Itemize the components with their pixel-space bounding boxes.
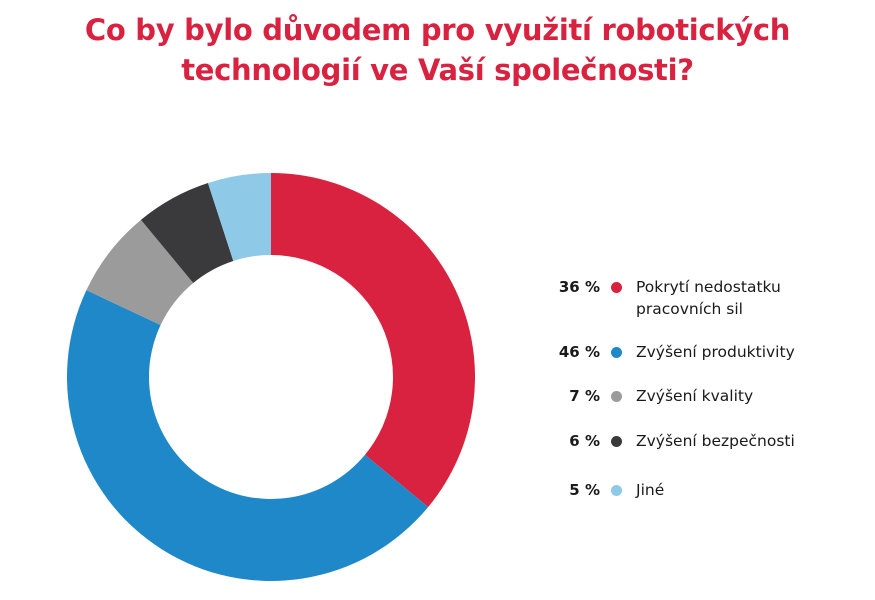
donut-slice-1: [271, 173, 475, 508]
legend-label-3: Zvýšení kvality: [636, 385, 866, 407]
legend-label-4: Zvýšení bezpečnosti: [636, 430, 866, 452]
chart-legend: 36 % Pokrytí nedostatku pracovních sil 46 %…: [548, 0, 868, 600]
legend-label-line: Pokrytí nedostatku: [636, 278, 781, 296]
legend-value-5: 5 %: [569, 481, 600, 499]
chart-title: Co by bylo důvodem pro využití robotický…: [0, 10, 875, 90]
legend-swatch-1: [611, 282, 622, 293]
chart-title-line-1: Co by bylo důvodem pro využití robotický…: [84, 13, 791, 47]
legend-value-4: 6 %: [569, 432, 600, 450]
legend-swatch-4: [611, 436, 622, 447]
chart-title-line-2: technologií ve Vaší společnosti?: [181, 53, 694, 87]
legend-label-5: Jiné: [636, 479, 866, 501]
legend-label-line: Zvýšení bezpečnosti: [636, 432, 795, 450]
legend-swatch-2: [611, 347, 622, 358]
donut-slice-3: [86, 219, 194, 326]
donut-slice-2: [67, 290, 429, 581]
legend-label-line: Zvýšení produktivity: [636, 343, 795, 361]
legend-label-line: Zvýšení kvality: [636, 387, 754, 405]
legend-value-2: 46 %: [558, 343, 600, 361]
legend-value-3: 7 %: [569, 387, 600, 405]
legend-value-1: 36 %: [558, 278, 600, 296]
donut-slice-5: [207, 173, 271, 261]
legend-swatch-5: [611, 485, 622, 496]
legend-swatch-3: [611, 391, 622, 402]
legend-label-2: Zvýšení produktivity: [636, 341, 866, 363]
legend-label-line: pracovních sil: [636, 300, 743, 318]
legend-label-line: Jiné: [636, 481, 665, 499]
donut-slice-4: [140, 182, 234, 283]
legend-label-1: Pokrytí nedostatku pracovních sil: [636, 276, 866, 320]
